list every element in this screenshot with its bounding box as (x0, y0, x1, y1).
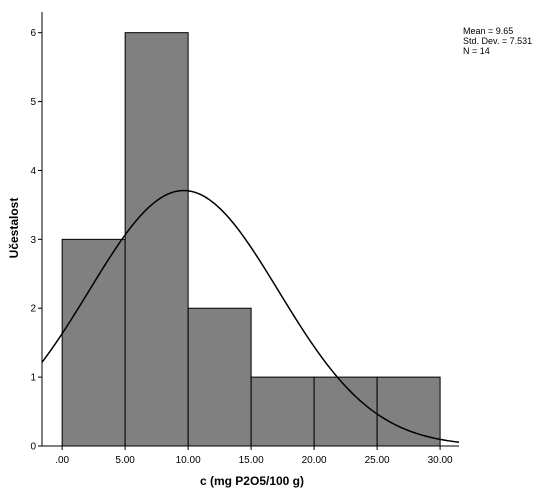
statistics-box: Mean = 9.65 Std. Dev. = 7.531 N = 14 (463, 26, 532, 56)
histogram-bar-3 (187, 307, 252, 447)
n-label: N = 14 (463, 46, 490, 56)
x-tick-label: 5.00 (115, 455, 135, 466)
x-tick-group: .00 5.00 10.00 15.00 20.00 25.00 30.00 (55, 446, 453, 466)
y-tick-label: 2 (30, 304, 36, 315)
x-tick-label: .00 (55, 455, 69, 466)
x-tick-label: 20.00 (302, 455, 327, 466)
y-axis-title: Učestalost (7, 198, 21, 259)
x-tick-label: 30.00 (428, 455, 453, 466)
y-tick-group: 0 1 2 3 4 5 6 (30, 28, 42, 453)
mean-label: Mean = 9.65 (463, 26, 514, 36)
histogram-bar-1 (61, 238, 126, 447)
histogram-bar-6 (376, 376, 441, 447)
histogram-bar-5 (313, 376, 378, 447)
y-tick-label: 6 (30, 28, 36, 39)
bar-group (61, 32, 441, 447)
y-tick-label: 3 (30, 235, 36, 246)
x-tick-label: 10.00 (176, 455, 201, 466)
y-tick-label: 5 (30, 97, 36, 108)
std-dev-label: Std. Dev. = 7.531 (463, 36, 533, 46)
normal-curve (41, 189, 460, 443)
y-tick-label: 1 (30, 373, 36, 384)
x-tick-label: 25.00 (365, 455, 390, 466)
y-tick-label: 4 (30, 166, 36, 177)
x-axis-title: c (mg P2O5/100 g) (200, 474, 304, 488)
histogram-bar-4 (250, 376, 315, 447)
y-tick-label: 0 (30, 442, 36, 453)
histogram-bar-2 (124, 32, 189, 447)
x-tick-label: 15.00 (239, 455, 264, 466)
